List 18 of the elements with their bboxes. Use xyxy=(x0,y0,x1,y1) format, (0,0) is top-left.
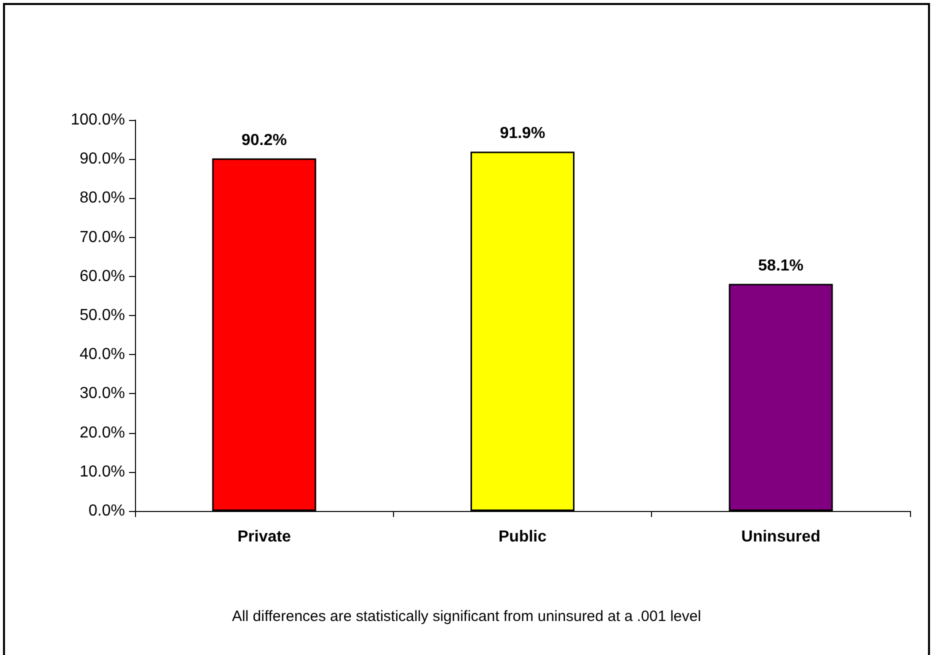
y-tick-label: 40.0% xyxy=(80,346,125,364)
data-label: 58.1% xyxy=(758,257,804,274)
y-tick-label: 50.0% xyxy=(80,307,125,324)
y-tick-label: 30.0% xyxy=(80,385,125,402)
x-tick-label: Private xyxy=(237,528,291,546)
y-tick-label: 60.0% xyxy=(80,268,125,285)
y-tick-label: 100.0% xyxy=(70,112,125,128)
y-tick-label: 80.0% xyxy=(80,190,125,207)
text: All differences are statistically significant from uninsured at a .001 level xyxy=(232,608,702,625)
y-tick-label: 0.0% xyxy=(88,502,125,520)
data-label: 90.2% xyxy=(241,132,287,149)
y-tick-label: 90.0% xyxy=(80,150,125,168)
x-tick-label: Public xyxy=(498,528,547,546)
y-tick-label: 20.0% xyxy=(80,424,125,442)
y-tick-label: 70.0% xyxy=(80,228,125,246)
y-tick-label: 10.0% xyxy=(80,463,125,480)
x-tick-label: Uninsured xyxy=(741,528,820,546)
data-label: 91.9% xyxy=(500,125,546,142)
